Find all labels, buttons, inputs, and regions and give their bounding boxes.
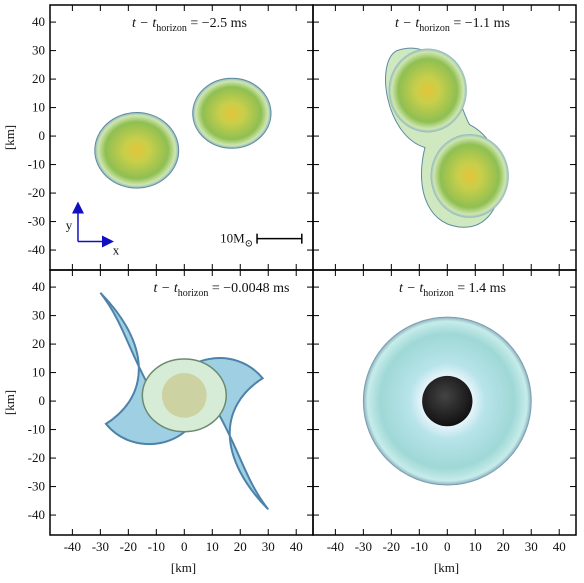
x-tick-label: 0 bbox=[181, 539, 188, 554]
x-tick-label: 20 bbox=[234, 539, 247, 554]
x-tick-label: -10 bbox=[148, 539, 165, 554]
y-tick-label: -10 bbox=[28, 422, 45, 437]
title-sub: horizon bbox=[423, 288, 454, 299]
x-tick-label: -20 bbox=[383, 539, 400, 554]
x-tick-label: 30 bbox=[525, 539, 538, 554]
y-tick-label: -30 bbox=[28, 214, 45, 229]
x-tick-label: 40 bbox=[290, 539, 303, 554]
x-tick-label: -20 bbox=[120, 539, 137, 554]
y-tick-label: 20 bbox=[32, 71, 45, 86]
panel-title: t − thorizon = −1.1 ms bbox=[395, 16, 510, 34]
title-rhs: = −0.0048 ms bbox=[208, 281, 289, 296]
x-tick-label: -30 bbox=[92, 539, 109, 554]
y-tick-label: -20 bbox=[28, 450, 45, 465]
panel-frame bbox=[49, 4, 314, 271]
x-indicator-label: x bbox=[113, 243, 120, 258]
title-lhs: t − t bbox=[395, 16, 420, 31]
x-tick-label: 10 bbox=[206, 539, 219, 554]
y-tick-label: 40 bbox=[32, 14, 45, 29]
neutron-star bbox=[430, 133, 509, 218]
y-tick-label: -40 bbox=[28, 507, 45, 522]
y-tick-label: 30 bbox=[32, 308, 45, 323]
x-tick-label: 0 bbox=[444, 539, 451, 554]
black-hole bbox=[422, 375, 473, 427]
y-tick-label: -10 bbox=[28, 157, 45, 172]
title-lhs: t − t bbox=[132, 16, 157, 31]
x-axis-label: [km] bbox=[171, 560, 196, 575]
title-rhs: = −1.1 ms bbox=[450, 16, 510, 31]
x-tick-label: 10 bbox=[469, 539, 482, 554]
title-sub: horizon bbox=[178, 288, 209, 299]
y-tick-label: 10 bbox=[32, 100, 45, 115]
title-rhs: = 1.4 ms bbox=[454, 281, 506, 296]
title-sub: horizon bbox=[419, 23, 450, 34]
y-tick-label: 40 bbox=[32, 279, 45, 294]
x-tick-label: -10 bbox=[411, 539, 428, 554]
y-axis-label: [km] bbox=[2, 125, 17, 150]
scale-bar-sub: ⊙ bbox=[245, 239, 253, 250]
neutron-star bbox=[94, 112, 180, 189]
x-tick-label: -40 bbox=[327, 539, 344, 554]
x-tick-label: 20 bbox=[497, 539, 510, 554]
y-tick-label: -30 bbox=[28, 479, 45, 494]
title-rhs: = −2.5 ms bbox=[187, 16, 247, 31]
title-lhs: t − t bbox=[399, 281, 424, 296]
title-sub: horizon bbox=[156, 23, 187, 34]
y-tick-label: 30 bbox=[32, 43, 45, 58]
x-tick-label: -30 bbox=[355, 539, 372, 554]
scale-bar-text: 10M bbox=[220, 231, 245, 246]
x-tick-label: 30 bbox=[262, 539, 275, 554]
y-tick-label: -20 bbox=[28, 185, 45, 200]
panel-title: t − thorizon = −0.0048 ms bbox=[154, 281, 290, 299]
y-axis-label: [km] bbox=[2, 390, 17, 415]
y-tick-label: 10 bbox=[32, 365, 45, 380]
y-tick-label: 0 bbox=[39, 393, 46, 408]
x-tick-label: -40 bbox=[64, 539, 81, 554]
panel-title: t − thorizon = −2.5 ms bbox=[132, 16, 247, 34]
neutron-star bbox=[192, 77, 272, 149]
y-tick-label: 0 bbox=[39, 128, 46, 143]
neutron-star bbox=[388, 48, 467, 133]
y-tick-label: -40 bbox=[28, 242, 45, 257]
y-tick-label: 20 bbox=[32, 336, 45, 351]
y-indicator-label: y bbox=[66, 218, 73, 233]
title-lhs: t − t bbox=[154, 281, 179, 296]
scale-bar-label: 10M⊙ bbox=[220, 231, 253, 250]
x-tick-label: 40 bbox=[553, 539, 566, 554]
panel-title: t − thorizon = 1.4 ms bbox=[399, 281, 506, 299]
renderings bbox=[94, 47, 532, 511]
panel-frame bbox=[312, 269, 577, 536]
x-axis-label: [km] bbox=[434, 560, 459, 575]
hot-region bbox=[161, 372, 207, 418]
